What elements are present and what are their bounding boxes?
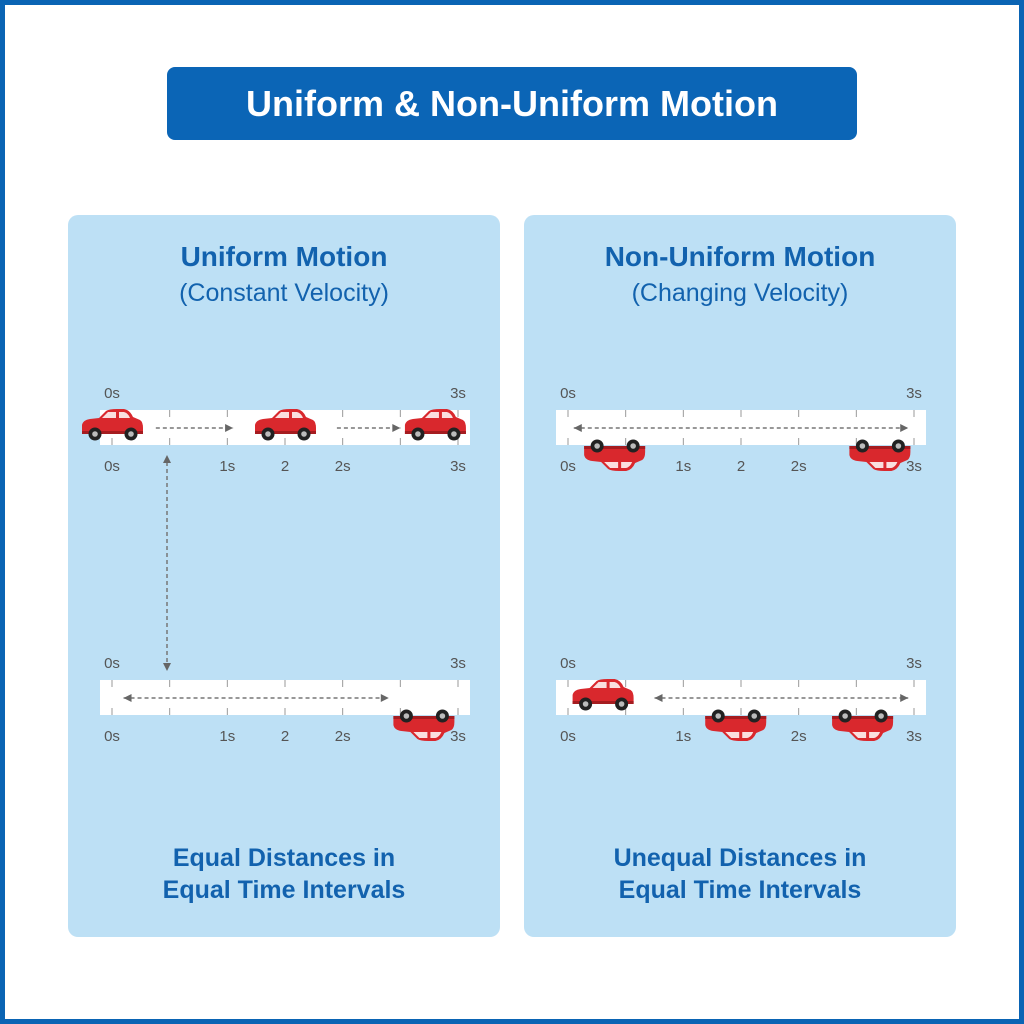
uniform-footer-line1: Equal Distances in <box>172 844 396 872</box>
uniform-motion-panel: Uniform Motion (Constant Velocity) Equal… <box>68 215 500 937</box>
uniform-panel-footer: Equal Distances in Equal Time Intervals <box>68 842 500 906</box>
time-label-top: 0s <box>104 385 120 402</box>
track-uniform-bottom: 0s 3s 0s 1s 2 2s 3s <box>100 655 470 745</box>
time-label-bottom: 2 <box>737 458 745 475</box>
distance-arrow <box>336 424 401 432</box>
time-label-bottom: 2s <box>335 458 351 475</box>
uniform-panel-title: Uniform Motion <box>180 241 388 272</box>
time-label-bottom: 2s <box>791 728 807 745</box>
uniform-panel-subtitle: (Constant Velocity) <box>179 279 389 307</box>
time-label-bottom: 3s <box>906 728 922 745</box>
car-icon <box>82 409 143 441</box>
track-nonuniform-top: 0s 3s 0s 1s 2 2s 3s <box>556 385 926 475</box>
nonuniform-footer-line2: Equal Time Intervals <box>618 876 862 904</box>
time-label-bottom: 2 <box>281 458 289 475</box>
nonuniform-footer-line1: Unequal Distances in <box>613 844 867 872</box>
page-title: Uniform & Non-Uniform Motion <box>167 67 857 140</box>
time-label-bottom: 3s <box>450 728 466 745</box>
time-label-bottom: 1s <box>219 458 235 475</box>
distance-arrow <box>155 424 234 432</box>
time-label-bottom: 3s <box>450 458 466 475</box>
car-icon <box>705 709 767 741</box>
time-label-bottom: 1s <box>675 458 691 475</box>
car-icon <box>572 679 634 711</box>
uniform-footer-line2: Equal Time Intervals <box>162 876 406 904</box>
vertical-connector-arrow <box>163 455 171 671</box>
time-label-bottom: 0s <box>560 458 576 475</box>
time-label-bottom: 2 <box>281 728 289 745</box>
time-label-bottom: 2s <box>791 458 807 475</box>
time-label-top: 3s <box>450 385 466 402</box>
time-label-bottom: 1s <box>675 728 691 745</box>
car-icon <box>584 439 646 471</box>
time-label-top: 3s <box>906 655 922 672</box>
time-label-top: 0s <box>104 655 120 672</box>
time-label-bottom: 0s <box>560 728 576 745</box>
nonuniform-motion-panel: Non-Uniform Motion (Changing Velocity) U… <box>524 215 956 937</box>
car-icon <box>404 409 466 441</box>
distance-arrow <box>123 694 389 702</box>
time-label-bottom: 3s <box>906 458 922 475</box>
time-label-top: 0s <box>560 655 576 672</box>
time-label-bottom: 1s <box>219 728 235 745</box>
car-icon <box>832 709 894 741</box>
car-icon <box>849 439 911 471</box>
nonuniform-panel-subtitle: (Changing Velocity) <box>631 279 849 307</box>
distance-arrow <box>573 424 909 432</box>
car-icon <box>393 709 455 741</box>
time-label-top: 3s <box>450 655 466 672</box>
time-label-bottom: 2s <box>335 728 351 745</box>
nonuniform-panel-title: Non-Uniform Motion <box>604 241 876 272</box>
car-icon <box>255 409 316 441</box>
time-label-bottom: 0s <box>104 458 120 475</box>
time-label-bottom: 0s <box>104 728 120 745</box>
nonuniform-panel-footer: Unequal Distances in Equal Time Interval… <box>524 842 956 906</box>
track-uniform-top: 0s 3s 0s 1s 2 2s 3s <box>82 385 470 475</box>
distance-arrow <box>654 694 909 702</box>
time-label-top: 3s <box>906 385 922 402</box>
time-label-top: 0s <box>560 385 576 402</box>
